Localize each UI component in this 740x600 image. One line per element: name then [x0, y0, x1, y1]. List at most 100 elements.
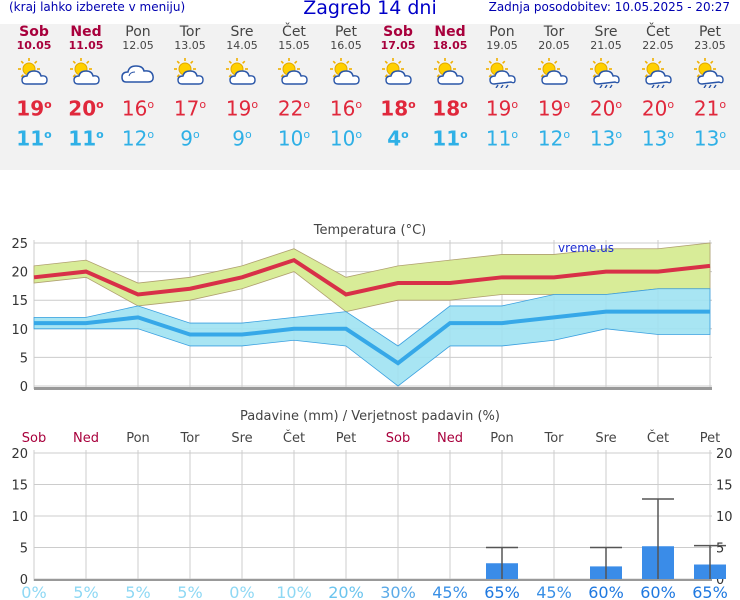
temp-min: 13o: [684, 122, 736, 152]
temp-max: 19o: [476, 92, 528, 122]
degree-mark: o: [245, 127, 252, 141]
day-date: 10.05: [16, 39, 52, 52]
day-column: Sre 14.05 19o 9o: [216, 24, 268, 151]
temp-max-value: 22: [277, 96, 304, 121]
precip-probability: 45%: [536, 583, 572, 600]
menu-hint: (kraj lahko izberete v meniju): [9, 0, 186, 14]
day-date: 18.05: [432, 39, 468, 52]
precip-probability: 45%: [432, 583, 468, 600]
day-column: Čet 15.05 22o 10o: [268, 24, 320, 151]
temp-max-value: 18: [432, 96, 461, 121]
day-column: Pet 16.05 16o 10o: [320, 24, 372, 151]
sun-cloud-icon: [380, 58, 416, 88]
day-column: Pon 19.05 19o 11o: [476, 24, 528, 151]
precip-y-tick-left: 5: [20, 542, 28, 557]
temp-min-value: 12: [537, 126, 564, 151]
degree-mark: o: [355, 98, 363, 111]
day-name: Ned: [70, 24, 102, 40]
temp-min: 11o: [476, 122, 528, 152]
sun-cloud-rain-icon: [640, 58, 676, 89]
temp-min: 4o: [372, 122, 424, 152]
day-name: Sre: [594, 24, 618, 40]
degree-mark: o: [147, 98, 155, 111]
degree-mark: o: [303, 127, 311, 141]
temp-min-value: 13: [693, 126, 720, 151]
temp-max-value: 16: [329, 96, 356, 121]
day-name: Tor: [543, 24, 565, 40]
temp-min: 11o: [424, 122, 476, 152]
temp-y-tick: 15: [11, 294, 28, 309]
day-name: Sob: [383, 24, 413, 40]
temp-max-value: 19: [16, 96, 45, 121]
temp-min-value: 10: [329, 126, 356, 151]
min-temp-line: [34, 309, 710, 366]
temp-y-tick: 0: [20, 380, 28, 395]
sun-cloud-icon: [68, 58, 104, 88]
day-name: Tor: [179, 24, 201, 40]
precip-day-label: Pet: [336, 431, 356, 446]
precip-chart-title: Padavine (mm) / Verjetnost padavin (%): [240, 409, 500, 424]
day-column: Čet 22.05 20o 13o: [632, 24, 684, 151]
day-date: 13.05: [174, 39, 206, 52]
temp-max: 21o: [684, 92, 736, 122]
day-column: Tor 20.05 19o 12o: [528, 24, 580, 151]
day-column: Pet 23.05 21o 13o: [684, 24, 736, 151]
degree-mark: o: [719, 98, 727, 111]
day-date: 12.05: [122, 39, 154, 52]
temp-max: 19o: [528, 92, 580, 122]
degree-mark: o: [460, 98, 468, 111]
temp-min: 13o: [632, 122, 684, 152]
temp-max-value: 19: [225, 96, 252, 121]
temp-max-value: 20: [589, 96, 616, 121]
temp-min: 12o: [528, 122, 580, 152]
precip-probability: 60%: [588, 583, 624, 600]
degree-mark: o: [511, 127, 519, 141]
cloud-icon: [120, 58, 156, 88]
degree-mark: o: [563, 98, 571, 111]
sun-cloud-icon: [276, 58, 312, 88]
precip-day-label: Sre: [595, 431, 616, 446]
degree-mark: o: [667, 127, 675, 141]
precip-probability: 30%: [380, 583, 416, 600]
temp-min-value: 13: [641, 126, 668, 151]
temp-max-value: 18: [380, 96, 409, 121]
temp-max: 18o: [424, 92, 476, 122]
sun-cloud-rain-icon: [484, 58, 520, 89]
sun-cloud-rain-icon: [692, 58, 728, 89]
day-date: 16.05: [330, 39, 362, 52]
day-column: Pon 12.05 16o 12o: [112, 24, 164, 151]
degree-mark: o: [511, 98, 519, 111]
sun-cloud-icon: [16, 58, 52, 88]
temp-max: 22o: [268, 92, 320, 122]
temp-y-tick: 20: [11, 266, 28, 281]
degree-mark: o: [251, 98, 259, 111]
temp-max: 20o: [580, 92, 632, 122]
degree-mark: o: [401, 127, 409, 141]
temp-max: 20o: [60, 92, 112, 122]
temp-min-value: 11: [16, 126, 45, 151]
temp-y-tick: 5: [20, 351, 28, 366]
day-name: Pon: [489, 24, 515, 40]
min-temp-band: [33, 288, 711, 387]
day-date: 19.05: [486, 39, 518, 52]
charts-area: Temperatura (°C) 0 5 10 15 20 25 vreme.us Padavi…: [11, 223, 732, 600]
day-column: Ned 18.05 18o 11o: [424, 24, 476, 151]
day-column: Tor 13.05 17o 9o: [164, 24, 216, 151]
sun-cloud-icon: [536, 58, 572, 88]
temp-min-value: 13: [589, 126, 616, 151]
precip-probability: 5%: [125, 583, 150, 600]
sun-cloud-icon: [328, 58, 364, 88]
degree-mark: o: [147, 127, 155, 141]
forecast-strip: [0, 24, 740, 170]
last-update: Zadnja posodobitev: 10.05.2025 - 20:27: [488, 0, 730, 14]
day-name: Ned: [434, 24, 466, 40]
temp-y-tick: 10: [11, 323, 28, 338]
precip-probability: 60%: [640, 583, 676, 600]
precip-y-tick-right: 0: [716, 573, 724, 588]
precip-probability: 0%: [229, 583, 254, 600]
temp-max: 17o: [164, 92, 216, 122]
precip-probability: 5%: [73, 583, 98, 600]
day-column: Sre 21.05 20o 13o: [580, 24, 632, 151]
precip-probability: 20%: [328, 583, 364, 600]
sun-cloud-icon: [432, 58, 468, 88]
